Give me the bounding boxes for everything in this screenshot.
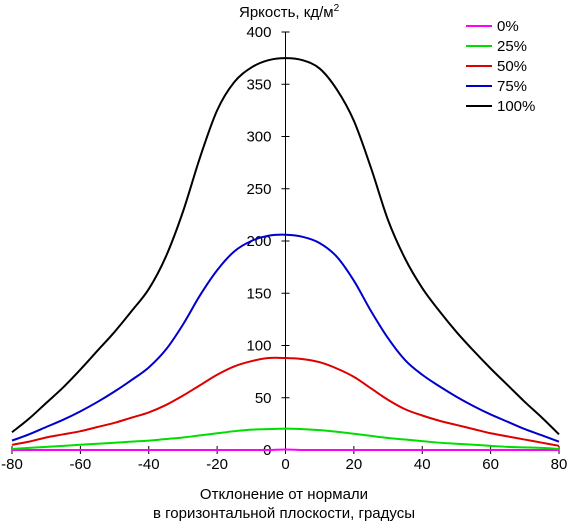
x-tick-label: 80 [551,456,568,473]
x-tick-label: 0 [281,456,289,473]
legend-label-0pct: 0% [497,18,519,35]
legend-label-50pct: 50% [497,58,527,75]
x-tick-label: -20 [206,456,228,473]
y-axis-title-superscript: 2 [334,3,340,14]
chart-series-layer [11,57,560,452]
y-axis-title: Яркость, кд/м2 [239,3,340,21]
y-tick-label: 300 [246,129,271,146]
series-line-75pct [11,233,560,443]
series-line-100pct [11,57,560,436]
x-tick-label: 60 [482,456,499,473]
y-tick-label: 50 [255,390,272,407]
x-tick-label: -40 [138,456,160,473]
legend-label-75pct: 75% [497,78,527,95]
legend-label-25pct: 25% [497,38,527,55]
y-tick-label: 100 [246,338,271,355]
x-tick-label: 40 [414,456,431,473]
x-axis-title-line1: Отклонение от нормали [200,486,368,503]
chart-legend: 0% 25% 50% 75% 100% [466,18,535,115]
x-tick-label: -80 [1,456,23,473]
y-tick-label: 250 [246,181,271,198]
series-line-50pct [11,356,560,447]
series-line-25pct [11,427,560,450]
y-tick-label: 150 [246,285,271,302]
x-tick-label: 20 [346,456,363,473]
x-tick-label: -60 [70,456,92,473]
y-axis-title-text: Яркость, кд/м [239,4,334,21]
series-line-0pct [11,448,559,452]
legend-label-100pct: 100% [497,98,535,115]
y-tick-label: 400 [246,24,271,41]
y-tick-label: 350 [246,76,271,93]
x-axis-title-line2: в горизонтальной плоскости, градусы [153,505,415,522]
chart-axes: -80 -60 -40 -20 0 20 40 60 800501001502002503003… [1,24,567,473]
